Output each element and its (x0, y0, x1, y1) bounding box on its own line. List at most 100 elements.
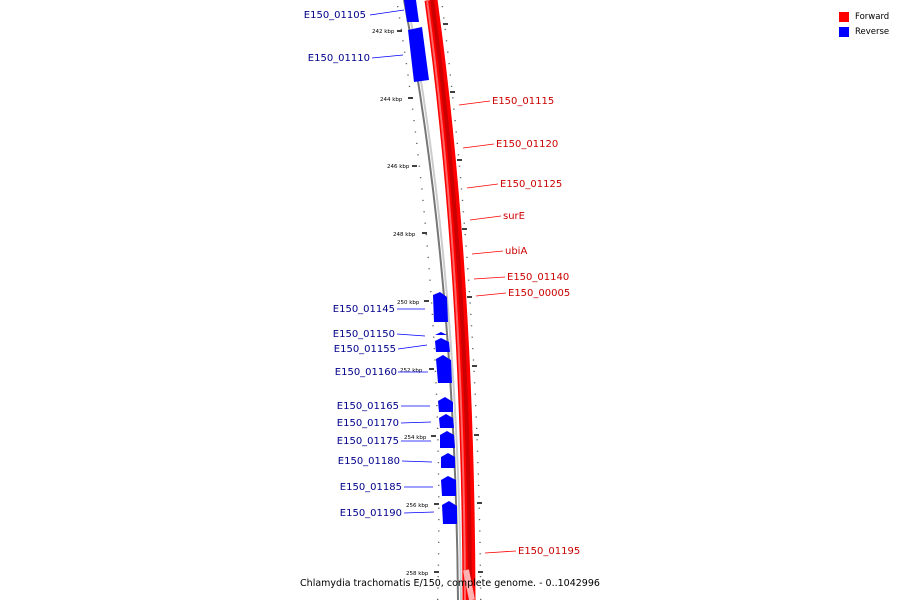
gene-arrow-E150_01165[interactable] (438, 397, 453, 412)
leader-line (475, 292, 507, 297)
gene-label-E150_01115[interactable]: E150_01115 (492, 96, 554, 107)
scale-dot (444, 28, 446, 30)
gene-arrow-E150_01145[interactable] (433, 292, 448, 322)
scale-dot (465, 245, 467, 247)
scale-dot (436, 405, 438, 407)
scale-dot (470, 325, 473, 327)
forward-labels (458, 100, 517, 554)
scale-dot (479, 553, 481, 555)
scale-dot (479, 564, 481, 566)
scale-dot (467, 279, 470, 281)
scale-dot (417, 154, 419, 156)
gene-label-E150_01110[interactable]: E150_01110 (308, 53, 370, 64)
reverse-genes (404, 0, 457, 524)
scale-dot (478, 519, 481, 521)
scale-dot (424, 222, 426, 224)
gene-label-surE[interactable]: surE (503, 211, 525, 222)
scale-dot (400, 28, 402, 30)
scale-dot (478, 496, 480, 498)
scale-dot (431, 313, 434, 315)
forward-arc-band-shade (430, 0, 472, 600)
gene-label-ubiA[interactable]: ubiA (505, 246, 527, 257)
gene-label-E150_01175[interactable]: E150_01175 (337, 436, 399, 447)
scale-dot (430, 291, 432, 293)
gene-arrow-E150_01105[interactable] (404, 0, 419, 22)
reverse-labels (369, 9, 435, 514)
scale-dots (397, 6, 482, 600)
gene-label-E150_01145[interactable]: E150_01145 (333, 304, 395, 315)
scale-dot (419, 177, 422, 179)
gene-label-E150_01160[interactable]: E150_01160 (335, 367, 397, 378)
leader-line (466, 183, 499, 189)
gene-arrow-E150_01160[interactable] (436, 355, 452, 383)
scale-dot (467, 268, 469, 270)
scale-dot (427, 256, 429, 258)
scale-dot (418, 165, 421, 167)
gene-arrow-E150_01155[interactable] (435, 338, 450, 352)
scale-dot (436, 427, 439, 429)
scale-dot (437, 564, 440, 566)
scale-dot (434, 359, 436, 361)
scale-dot (437, 450, 439, 452)
scale-dot (435, 393, 438, 395)
gene-arrow-E150_01110[interactable] (408, 27, 429, 82)
leader-line (369, 9, 405, 16)
gene-label-E150_01155[interactable]: E150_01155 (334, 344, 396, 355)
gene-label-E150_01195[interactable]: E150_01195 (518, 546, 580, 557)
scale-dot (447, 51, 449, 53)
gene-arrow-E150_01175[interactable] (440, 431, 455, 448)
gene-label-E150_01150[interactable]: E150_01150 (333, 329, 395, 340)
gene-label-E150_01105[interactable]: E150_01105 (304, 10, 366, 21)
gene-arrow-E150_01170[interactable] (439, 414, 454, 428)
scale-dot (476, 427, 478, 429)
gene-label-E150_01140[interactable]: E150_01140 (507, 272, 569, 283)
gene-label-E150_01120[interactable]: E150_01120 (496, 139, 558, 150)
gene-label-E150_01180[interactable]: E150_01180 (338, 456, 400, 467)
scale-dot (471, 336, 473, 338)
legend-label-forward: Forward (855, 11, 890, 22)
scale-dot (397, 6, 399, 8)
gene-label-E150_01170[interactable]: E150_01170 (337, 418, 399, 429)
scale-dot (461, 199, 464, 201)
scale-dot (453, 108, 455, 110)
scale-dot (463, 222, 465, 224)
legend-item-reverse: Reverse (839, 24, 889, 39)
gene-label-E150_01165[interactable]: E150_01165 (337, 401, 399, 412)
scale-dot (477, 484, 480, 486)
gene-label-E150_00005[interactable]: E150_00005 (508, 288, 570, 299)
scale-dot (472, 359, 475, 361)
scale-dot (472, 348, 474, 350)
leader-line (400, 421, 432, 424)
scale-label: 248 kbp (393, 232, 416, 238)
gene-arrow-E150_01180[interactable] (441, 453, 455, 468)
scale-dot (414, 131, 417, 133)
scale-dot (449, 74, 451, 76)
scale-dot (438, 530, 440, 532)
scale-dot (475, 405, 477, 407)
gene-arrow-E150_01190[interactable] (442, 501, 457, 524)
scale-dot (457, 154, 460, 156)
scale-dot (450, 85, 453, 87)
gene-arrow-E150_01150[interactable] (435, 332, 447, 335)
scale-dot (437, 473, 440, 475)
scale-dot (441, 6, 444, 8)
gene-label-E150_01125[interactable]: E150_01125 (500, 179, 562, 190)
gene-label-E150_01190[interactable]: E150_01190 (340, 508, 402, 519)
scale-dot (469, 302, 471, 304)
genome-caption: Chlamydia trachomatis E/150, complete ge… (300, 578, 600, 589)
scale-dot (423, 211, 425, 213)
scale-dot (479, 541, 481, 543)
gene-label-E150_01185[interactable]: E150_01185 (340, 482, 402, 493)
gene-arrow-E150_01185[interactable] (441, 476, 456, 496)
scale-dot (432, 325, 434, 327)
leader-line (473, 276, 506, 280)
scale-dot (445, 40, 448, 42)
scale-dot (476, 439, 478, 441)
scale-dot (434, 370, 437, 372)
scale-dot (398, 17, 401, 19)
scale-dot (429, 279, 431, 281)
scale-dot (454, 120, 456, 122)
scale-dot (438, 519, 440, 521)
scale-dot (478, 507, 480, 509)
